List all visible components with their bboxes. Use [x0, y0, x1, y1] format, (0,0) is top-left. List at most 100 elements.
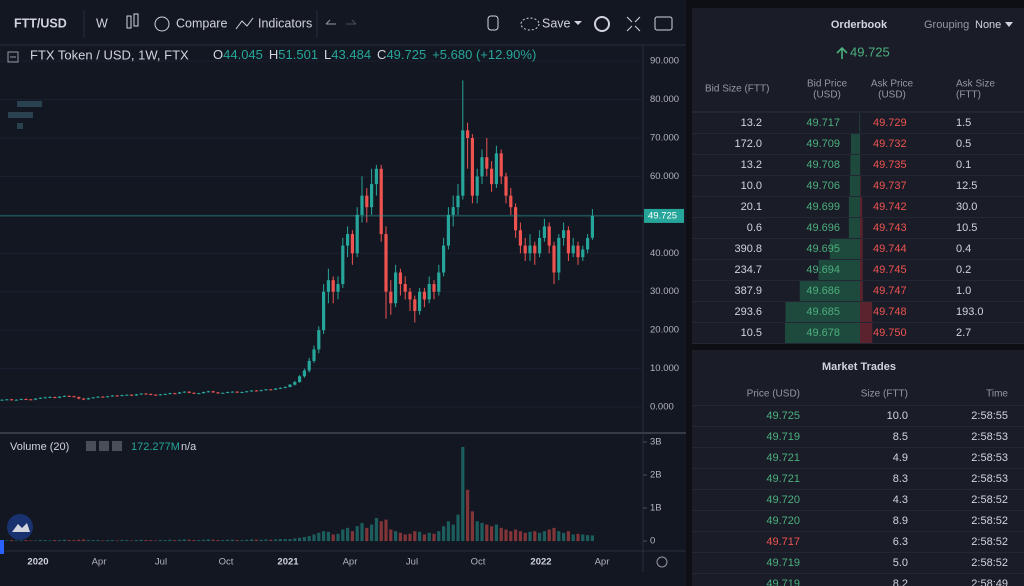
volume-bar: [355, 526, 359, 542]
volume-bar: [182, 539, 186, 542]
candle-body: [566, 230, 570, 254]
candle-body: [230, 391, 234, 393]
save-button[interactable]: Save: [542, 16, 571, 30]
volume-bar: [158, 540, 162, 542]
candle-body: [442, 245, 446, 273]
volume-bar: [346, 527, 350, 542]
ohlc-key: C: [377, 47, 386, 62]
ask-price: 49.745: [873, 264, 907, 276]
chart-type-button[interactable]: [126, 13, 139, 29]
compare-button[interactable]: Compare: [176, 16, 227, 30]
volume-bar: [154, 540, 158, 542]
ask-size: 0.5: [956, 138, 971, 150]
candle-body: [48, 397, 52, 399]
candle-body: [67, 395, 71, 397]
candle-body: [168, 393, 172, 395]
volume-bar: [341, 529, 345, 542]
volume-bar: [326, 531, 330, 542]
symbol-button[interactable]: FTT/USD: [14, 16, 67, 30]
trade-price: 49.721: [766, 473, 800, 485]
volume-bar: [10, 540, 14, 542]
volume-bar: [331, 534, 335, 542]
candle-body: [250, 390, 254, 392]
price-tick-label: 40.000: [650, 248, 679, 259]
volume-bar: [365, 527, 369, 542]
volume-bar: [91, 540, 95, 542]
grouping-select[interactable]: None: [975, 19, 1001, 31]
volume-tick-label: 3B: [650, 436, 662, 447]
trade-price: 49.720: [766, 515, 800, 527]
volume-bar: [446, 521, 450, 542]
candle-body: [542, 226, 546, 238]
volume-bar: [370, 524, 374, 542]
collapse-button[interactable]: [7, 51, 19, 63]
candle-body: [418, 291, 422, 311]
candle-body: [514, 207, 518, 231]
candle-body: [461, 130, 465, 196]
volume-bar: [235, 540, 239, 542]
ask-size: 2.7: [956, 327, 971, 339]
candle-body: [149, 393, 153, 395]
screenshot-button[interactable]: [654, 16, 673, 31]
volume-bar: [149, 540, 153, 542]
volume-bar: [427, 532, 431, 542]
volume-bar: [312, 534, 316, 542]
ohlc-legend: O44.045 H51.501 L43.484 C49.725 +5.680 (+12.…: [213, 47, 536, 62]
volume-bar: [19, 540, 23, 542]
candle-body: [586, 237, 590, 250]
volume-bar: [163, 540, 167, 542]
volume-bar: [187, 539, 191, 542]
volume-bar: [173, 540, 177, 542]
volume-bar: [298, 537, 302, 542]
bid-depth: [848, 218, 860, 239]
volume-controls[interactable]: [86, 441, 122, 451]
candle-body: [125, 394, 129, 396]
fullscreen-button[interactable]: [626, 16, 641, 32]
candle-body: [283, 387, 287, 389]
save-menu[interactable]: [574, 21, 582, 25]
candle-body: [158, 394, 162, 396]
trades-column: Price (USD): [747, 389, 800, 400]
price-up-arrow: [836, 46, 848, 59]
candle-body: [115, 395, 119, 397]
grouping-arrow[interactable]: [1005, 22, 1013, 27]
volume-bar: [470, 511, 474, 542]
time-label: 2022: [530, 557, 551, 568]
side-handle[interactable]: [0, 540, 4, 554]
indicators-button[interactable]: Indicators: [258, 16, 312, 30]
volume-bar: [494, 524, 498, 542]
settings-button[interactable]: [594, 16, 610, 32]
trade-time: 2:58:49: [971, 578, 1008, 586]
axis-settings[interactable]: [656, 556, 668, 568]
volume-bar: [461, 446, 465, 542]
candle-body: [317, 330, 321, 350]
hand-button[interactable]: [487, 15, 499, 31]
ask-depth: [860, 281, 863, 302]
volume-bar: [480, 522, 484, 542]
chart-title: FTX Token / USD, 1W, FTX: [30, 47, 189, 62]
bid-price: 49.709: [806, 138, 840, 150]
candle-body: [154, 394, 158, 396]
candle-body: [475, 176, 479, 196]
volume-bar: [82, 539, 86, 542]
candle-body: [547, 226, 551, 246]
price-tick-label: 10.000: [650, 363, 679, 374]
redo-button[interactable]: [346, 19, 357, 25]
chart-panel: [0, 0, 686, 586]
volume-bar: [29, 540, 33, 542]
candle-body: [77, 397, 81, 399]
volume-bar: [586, 535, 590, 542]
candle-body: [413, 299, 417, 311]
candle-body: [576, 245, 580, 258]
volume-bar: [504, 529, 508, 542]
undo-button[interactable]: [325, 19, 336, 25]
trade-price: 49.719: [766, 578, 800, 586]
trade-size: 4.9: [893, 452, 908, 464]
interval-button[interactable]: W: [96, 16, 108, 30]
orderbook-column: Bid Price: [807, 79, 847, 90]
save-icon: [520, 17, 540, 31]
candle-body: [178, 392, 182, 394]
candle-body: [86, 398, 90, 400]
ohlc-value: 49.725: [386, 47, 426, 62]
trade-size: 8.9: [893, 515, 908, 527]
